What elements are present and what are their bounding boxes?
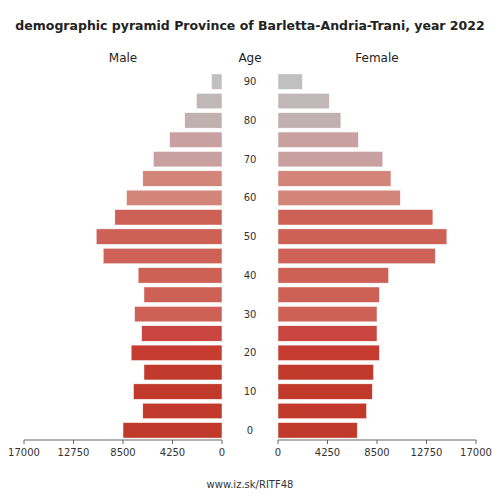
category-label: 70 (244, 154, 257, 165)
bar (142, 326, 222, 341)
x-tick (73, 440, 74, 444)
bar (278, 423, 357, 438)
bar (278, 132, 358, 147)
bar (185, 113, 222, 128)
x-tick-label: 8500 (110, 447, 135, 458)
bar (278, 210, 433, 225)
bar (123, 423, 222, 438)
bar (96, 229, 222, 244)
bar (278, 151, 383, 166)
bar (133, 384, 222, 399)
bar (138, 268, 222, 283)
x-tick-label: 17000 (8, 447, 40, 458)
x-tick (123, 440, 124, 444)
category-label: 0 (247, 425, 253, 436)
x-tick (426, 440, 427, 444)
x-tick-label: 4250 (160, 447, 185, 458)
bar (135, 306, 222, 321)
bar (278, 229, 447, 244)
bar (278, 364, 374, 379)
x-tick (172, 440, 173, 444)
category-label: 90 (244, 76, 257, 87)
bar (153, 151, 222, 166)
x-tick-label: 12750 (411, 447, 443, 458)
bar (196, 93, 222, 108)
bar (144, 287, 222, 302)
bars (278, 74, 447, 438)
x-tick (377, 440, 378, 444)
annotation: www.iz.sk/RITF48 (207, 479, 294, 490)
x-tick-label: 4250 (315, 447, 340, 458)
bar (278, 268, 389, 283)
category-label: 60 (244, 192, 257, 203)
bar (278, 326, 377, 341)
x-tick-label: 12750 (58, 447, 90, 458)
bar (278, 306, 377, 321)
category-label: 80 (244, 115, 257, 126)
category-label: 10 (244, 386, 257, 397)
bar (278, 287, 379, 302)
x-tick (327, 440, 328, 444)
bar (126, 190, 222, 205)
title: demographic pyramid Province of Barletta… (15, 18, 484, 33)
bar (170, 132, 222, 147)
bar (131, 345, 222, 360)
x-tick-label: 8500 (364, 447, 389, 458)
bar (278, 74, 302, 89)
bar (278, 345, 379, 360)
bar (143, 403, 222, 418)
bar (278, 171, 391, 186)
bar (278, 384, 372, 399)
chart: demographic pyramid Province of Barletta… (0, 0, 500, 500)
x-tick (24, 440, 25, 444)
bar (278, 248, 435, 263)
x-tick (278, 440, 279, 444)
category-label: 30 (244, 309, 257, 320)
x-tick-label: 17000 (460, 447, 492, 458)
bar (278, 403, 367, 418)
category-label: 20 (244, 347, 257, 358)
bar (278, 113, 341, 128)
panel-title: Female (355, 51, 398, 65)
bar (278, 93, 329, 108)
bar (278, 190, 400, 205)
bars (96, 74, 222, 438)
panel-title: Male (109, 51, 137, 65)
bar (103, 248, 222, 263)
axis-title: Age (238, 51, 261, 65)
category-label: 50 (244, 231, 257, 242)
x-tick-label: 0 (275, 447, 281, 458)
x-tick (222, 440, 223, 444)
x-tick-label: 0 (219, 447, 225, 458)
category-label: 40 (244, 270, 257, 281)
x-tick (476, 440, 477, 444)
bar (143, 171, 222, 186)
bar (115, 210, 222, 225)
bar (212, 74, 222, 89)
bar (144, 364, 222, 379)
